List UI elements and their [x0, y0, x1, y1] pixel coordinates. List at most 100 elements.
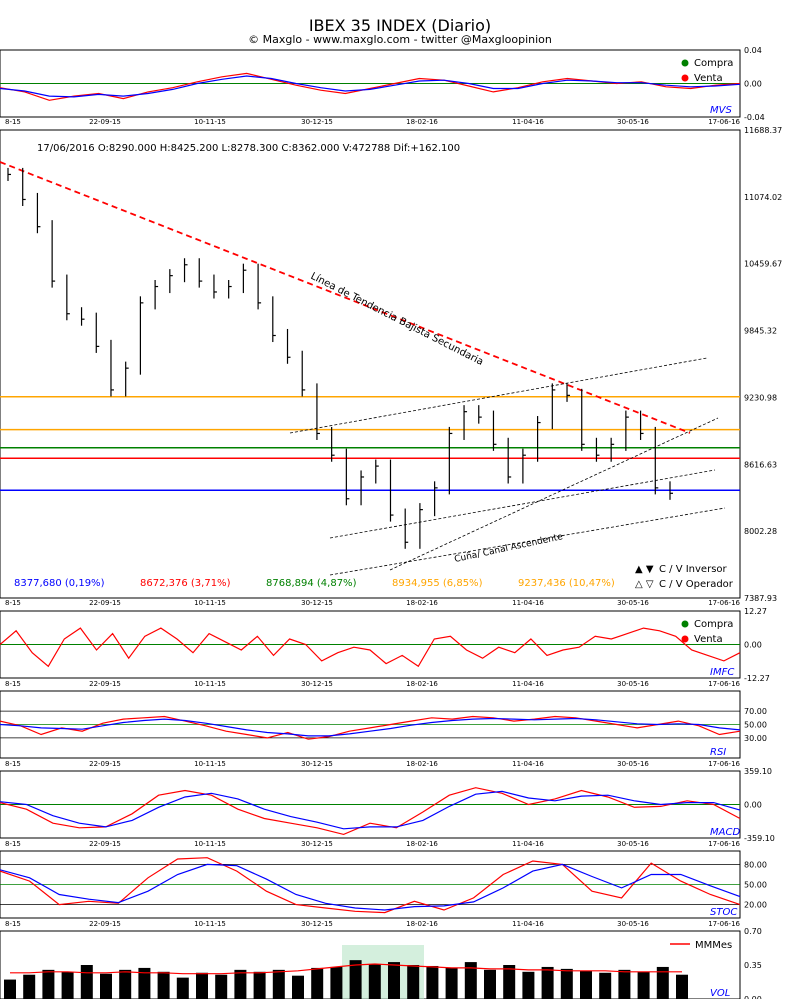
y-tick-label: 50.00 — [744, 721, 767, 730]
x-tick-label: 10-11-15 — [194, 680, 226, 688]
y-tick-label: 9845.32 — [744, 327, 777, 336]
y-tick-label: 70.00 — [744, 707, 767, 716]
wedge-line — [389, 417, 719, 571]
volume-bar — [272, 969, 285, 999]
volume-bar — [119, 969, 132, 999]
series-line-blue — [0, 790, 741, 830]
y-tick-label: 0.70 — [744, 927, 762, 936]
vol-panel — [0, 930, 741, 999]
macd-panel-label: MACD — [710, 827, 740, 838]
y-tick-label: 12.27 — [744, 607, 767, 616]
x-tick-label: 17-06-16 — [708, 920, 740, 928]
channel-upper-line — [289, 357, 708, 434]
volume-bar — [292, 975, 304, 999]
volume-bar — [503, 965, 516, 999]
y-tick-label: 11688.37 — [744, 126, 782, 135]
x-tick-label: 18-02-16 — [406, 920, 438, 928]
x-tick-label: 10-11-15 — [194, 840, 226, 848]
volume-bar — [484, 969, 496, 999]
x-tick-label: 22-09-15 — [89, 840, 121, 848]
volume-bar — [253, 971, 266, 999]
volume-bar — [368, 964, 381, 999]
x-tick-label: 22-09-15 — [89, 760, 121, 768]
x-tick-label: 8-15 — [5, 599, 21, 607]
macd-series: 359.10 0.00 -359.10 — [0, 767, 775, 843]
x-tick-label: 11-04-16 — [512, 840, 544, 848]
price-info-line: 17/06/2016 O:8290.000 H:8425.200 L:8278.… — [37, 143, 460, 154]
volume-bar — [464, 962, 477, 999]
series-line-red — [0, 715, 741, 740]
vol-series: 0.70 0.35 0.00 — [4, 927, 762, 999]
y-tick-label: 359.10 — [744, 767, 772, 776]
x-tick-label: 18-02-16 — [406, 680, 438, 688]
x-tick-label: 30-05-16 — [617, 118, 649, 126]
volume-bar — [176, 977, 189, 999]
x-tick-label: 11-04-16 — [512, 118, 544, 126]
x-tick-label: 8-15 — [5, 920, 21, 928]
channel-lower-line — [329, 507, 726, 576]
volume-bar — [541, 966, 554, 999]
volume-bar — [349, 960, 362, 999]
x-tick-label: 18-02-16 — [406, 599, 438, 607]
price-panel — [0, 129, 741, 599]
investor-triangle-icon: ▲ ▼ — [635, 564, 654, 575]
buy-dot-icon — [681, 620, 689, 628]
y-tick-label: 11074.02 — [744, 193, 782, 202]
x-tick-label: 30-12-15 — [301, 920, 333, 928]
y-tick-label: -12.27 — [744, 674, 770, 683]
x-tick-label: 30-05-16 — [617, 599, 649, 607]
downtrend-line — [0, 161, 691, 434]
sell-dot-icon — [681, 635, 689, 643]
x-tick-label: 10-11-15 — [194, 920, 226, 928]
x-tick-label: 10-11-15 — [194, 118, 226, 126]
y-tick-label: 10459.67 — [744, 260, 782, 269]
x-tick-label: 11-04-16 — [512, 599, 544, 607]
volume-bar — [388, 962, 400, 999]
y-tick-label: 0.00 — [744, 80, 762, 89]
y-tick-label: -359.10 — [744, 834, 775, 843]
y-tick-label: 7387.93 — [744, 594, 777, 603]
imfc-legend-sell: Venta — [694, 634, 723, 645]
imfc-legend-buy: Compra — [694, 619, 733, 630]
trendline-label: Línea de Tendencia Bajista Secundaria — [309, 270, 486, 368]
volume-bar — [215, 974, 228, 999]
x-tick-label: 17-06-16 — [708, 760, 740, 768]
channel-mid-line — [329, 469, 716, 539]
price-legend: ▲ ▼ C / V Inversor △ ▽ C / V Operador — [635, 564, 734, 590]
chart-title: IBEX 35 INDEX (Diario) — [308, 16, 492, 35]
series-line-red — [0, 72, 741, 101]
x-tick-label: 11-04-16 — [512, 920, 544, 928]
x-tick-label: 10-11-15 — [194, 599, 226, 607]
x-tick-label: 18-02-16 — [406, 840, 438, 848]
operator-triangle-icon: △ ▽ — [635, 579, 654, 590]
x-tick-label: 30-12-15 — [301, 840, 333, 848]
volume-bar — [676, 974, 688, 999]
volume-bar — [599, 972, 612, 999]
volume-bar — [311, 967, 324, 999]
x-tick-label: 30-05-16 — [617, 760, 649, 768]
stoc-panel-label: STOC — [710, 907, 737, 918]
y-tick-label: 8002.28 — [744, 527, 777, 536]
y-tick-label: 50.00 — [744, 881, 767, 890]
support-line-label: 8672,376 (3,71%) — [140, 578, 231, 589]
volume-bar — [100, 973, 112, 999]
mvs-series: 0.04 0.00 -0.04 — [0, 46, 765, 122]
series-line-red — [0, 627, 741, 668]
volume-bar — [637, 971, 650, 999]
x-tick-label: 22-09-15 — [89, 599, 121, 607]
volume-bar — [61, 971, 74, 999]
x-tick-label: 10-11-15 — [194, 760, 226, 768]
support-line-label: 8377,680 (0,19%) — [14, 578, 105, 589]
price-series: 8377,680 (0,19%) 8672,376 (3,71%) 8768,894… — [0, 126, 782, 603]
volume-bar — [23, 974, 36, 999]
mvs-panel-label: MVS — [710, 105, 732, 116]
y-tick-label: 20.00 — [744, 901, 767, 910]
mvs-legend-buy: Compra — [694, 58, 733, 69]
vol-legend: MMMes — [670, 940, 732, 951]
chart-subtitle: © Maxglo - www.maxglo.com - twitter @Max… — [248, 33, 552, 46]
x-tick-label: 30-12-15 — [301, 118, 333, 126]
x-tick-label: 30-05-16 — [617, 840, 649, 848]
price-legend-investor: C / V Inversor — [659, 564, 728, 575]
volume-mm-line — [10, 963, 682, 975]
volume-bar — [234, 969, 247, 999]
